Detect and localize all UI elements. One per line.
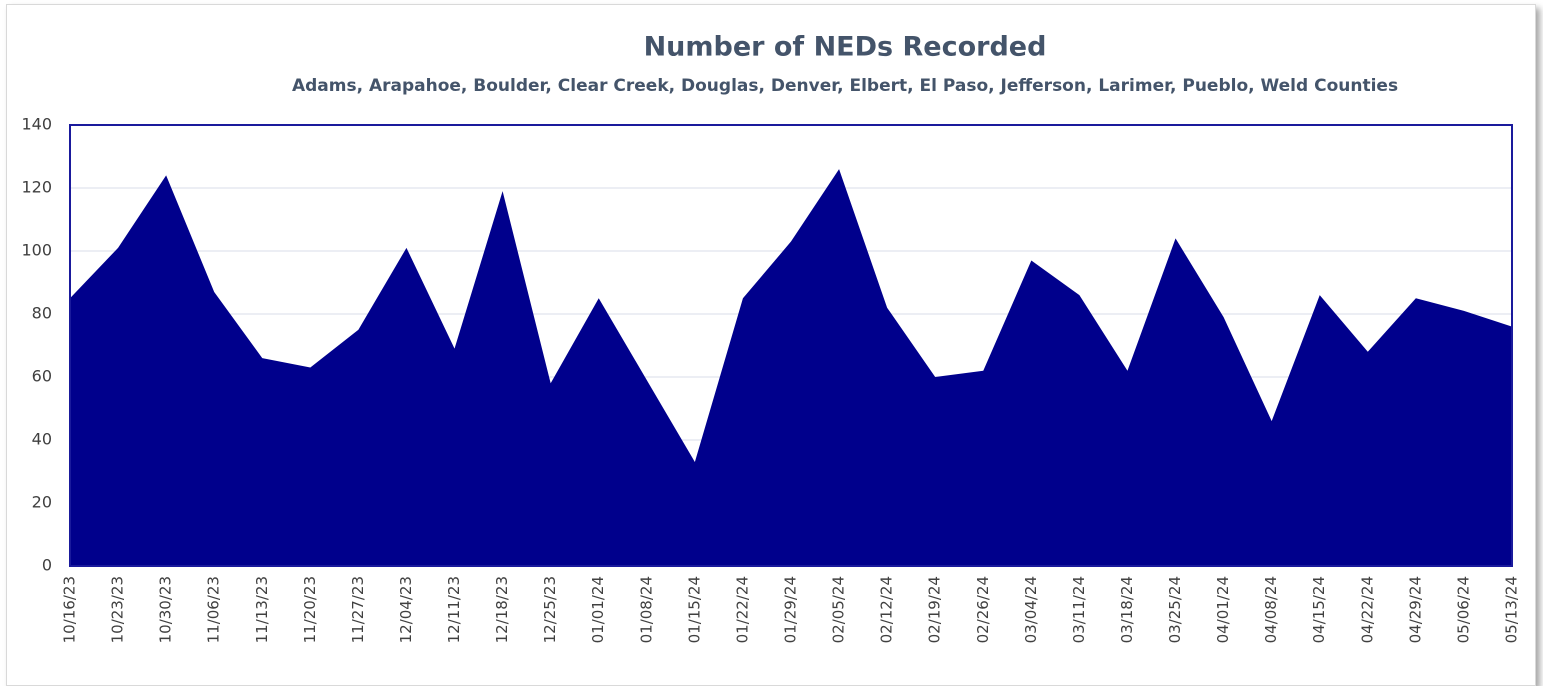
- x-tick-label: 03/25/24: [1166, 576, 1184, 643]
- chart-title: Number of NEDs Recorded: [644, 32, 1047, 63]
- x-tick-label: 02/05/24: [830, 576, 848, 643]
- y-tick-label: 140: [21, 115, 52, 134]
- y-tick-label: 120: [21, 178, 52, 197]
- x-tick-label: 01/29/24: [782, 576, 800, 643]
- x-tick-label: 11/27/23: [349, 576, 367, 643]
- x-tick-label: 11/13/23: [253, 576, 271, 643]
- x-tick-label: 11/06/23: [205, 576, 223, 643]
- x-tick-label: 01/01/24: [589, 576, 607, 643]
- x-tick-label: 12/04/23: [397, 576, 415, 643]
- x-tick-label: 03/18/24: [1118, 576, 1136, 643]
- x-tick-label: 12/11/23: [445, 576, 463, 643]
- chart: Number of NEDs Recorded Adams, Arapahoe,…: [21, 32, 1521, 644]
- x-tick-label: 04/22/24: [1358, 576, 1376, 643]
- x-tick-label: 11/20/23: [301, 576, 319, 643]
- x-tick-label: 10/16/23: [61, 576, 79, 643]
- x-tick-label: 01/15/24: [685, 576, 703, 643]
- y-tick-label: 20: [32, 493, 52, 512]
- x-tick-label: 04/08/24: [1262, 576, 1280, 643]
- x-tick-label: 03/04/24: [1022, 576, 1040, 643]
- x-tick-label: 04/15/24: [1310, 576, 1328, 643]
- y-tick-label: 80: [32, 304, 52, 323]
- x-tick-label: 02/19/24: [926, 576, 944, 643]
- x-tick-label: 05/13/24: [1503, 576, 1521, 643]
- y-tick-label: 100: [21, 241, 52, 260]
- area: [70, 169, 1512, 566]
- chart-subtitle: Adams, Arapahoe, Boulder, Clear Creek, D…: [292, 76, 1398, 96]
- y-tick-label: 0: [42, 556, 52, 575]
- x-tick-label: 02/12/24: [878, 576, 896, 643]
- plot-border: [69, 124, 1513, 567]
- x-tick-label: 03/11/24: [1070, 576, 1088, 643]
- x-tick-label: 01/08/24: [637, 576, 655, 643]
- x-tick-label: 10/30/23: [157, 576, 175, 643]
- y-tick-label: 40: [32, 430, 52, 449]
- page: {"chart_data": { "type": "area", "title"…: [6, 4, 1536, 686]
- x-tick-label: 01/22/24: [733, 576, 751, 643]
- y-tick-label: 60: [32, 367, 52, 386]
- x-tick-label: 04/29/24: [1406, 576, 1424, 643]
- x-tick-label: 04/01/24: [1214, 576, 1232, 643]
- x-tick-label: 12/25/23: [541, 576, 559, 643]
- x-tick-label: 02/26/24: [974, 576, 992, 643]
- x-tick-label: 05/06/24: [1454, 576, 1472, 643]
- x-tick-label: 12/18/23: [493, 576, 511, 643]
- x-tick-label: 10/23/23: [109, 576, 127, 643]
